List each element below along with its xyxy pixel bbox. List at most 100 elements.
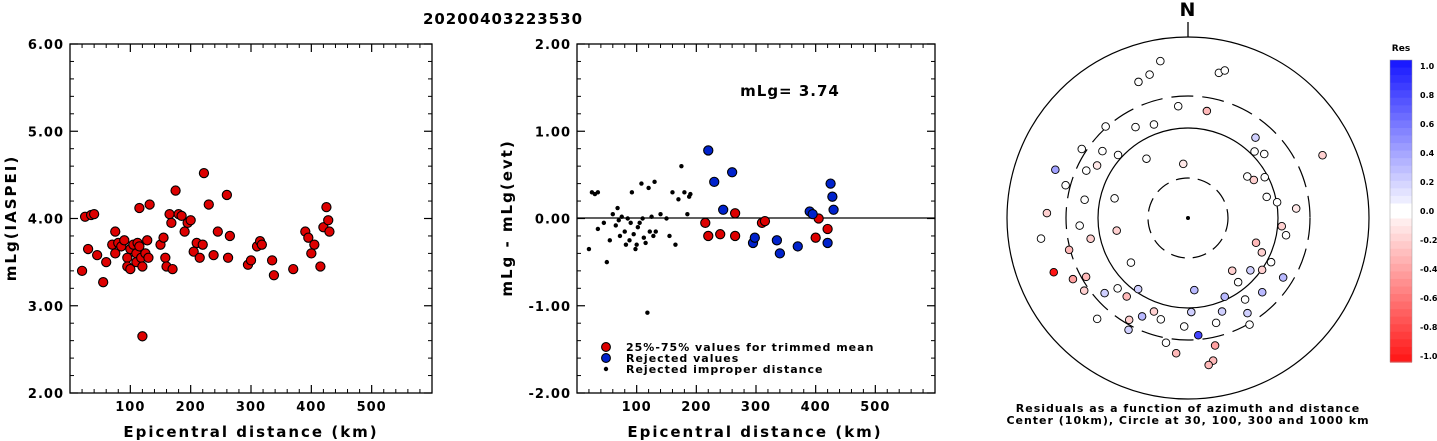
- colorbar-tick-label: 0.0: [1420, 207, 1435, 216]
- data-point: [715, 229, 726, 240]
- residual-point: [1124, 315, 1134, 325]
- colorbar-segment: [1390, 173, 1412, 182]
- data-point: [88, 208, 100, 220]
- data-point-improper: [664, 216, 669, 221]
- colorbar-segment: [1390, 143, 1412, 152]
- x-tick-label: 500: [860, 400, 890, 415]
- data-point: [122, 252, 133, 263]
- residual-point: [1064, 245, 1074, 255]
- residual-point: [1318, 151, 1327, 160]
- residual-point: [1133, 284, 1143, 294]
- residual-point: [1257, 248, 1267, 257]
- data-point: [266, 255, 278, 266]
- colorbar-segment: [1390, 105, 1412, 114]
- data-point: [224, 230, 236, 242]
- data-point-improper: [623, 242, 629, 247]
- data-point: [718, 204, 729, 215]
- residual-point: [1266, 257, 1276, 267]
- residual-point: [1092, 161, 1102, 170]
- residual-point: [1075, 221, 1084, 230]
- colorbar-segment: [1390, 158, 1412, 167]
- data-point: [729, 208, 741, 219]
- data-point: [110, 226, 121, 237]
- residual-point: [1251, 238, 1261, 248]
- data-point: [197, 239, 208, 250]
- data-point: [142, 235, 153, 246]
- colorbar-segment: [1390, 195, 1412, 205]
- data-point: [212, 226, 223, 237]
- ring-30km: [1147, 177, 1229, 259]
- data-point: [774, 248, 786, 259]
- y-axis-label: mLg(IASPEI): [2, 155, 20, 281]
- residual-point: [1156, 56, 1165, 66]
- data-point-improper: [586, 246, 592, 252]
- residual-point: [1145, 70, 1154, 79]
- data-point: [160, 252, 171, 263]
- residual-point: [1278, 273, 1288, 282]
- residual-point: [1049, 267, 1058, 277]
- data-point-improper: [619, 214, 624, 219]
- data-point: [807, 208, 818, 220]
- data-point: [256, 239, 268, 250]
- data-point: [749, 232, 760, 243]
- data-point: [170, 185, 181, 196]
- colorbar: Res 1.0 0.8 0.6 0.4 0.2 0.0 -0.2 -0.4 -0.6 -0.8 -1…: [1389, 44, 1437, 363]
- colorbar-segment: [1390, 278, 1412, 288]
- data-point: [98, 277, 109, 288]
- colorbar-tick-label: 1.0: [1420, 62, 1435, 71]
- residual-point: [1098, 146, 1107, 156]
- data-point-improper: [629, 190, 635, 195]
- data-point: [828, 204, 839, 215]
- colorbar-segment: [1390, 339, 1412, 348]
- data-point: [729, 230, 741, 242]
- colorbar-tick-label: 0.8: [1420, 91, 1435, 100]
- legend: 25%-75% values for trimmed meanRejected …: [601, 341, 873, 376]
- colorbar-segment: [1390, 354, 1412, 363]
- y-axis-label: mLg - mLg(evt): [498, 139, 516, 296]
- residual-point: [1281, 231, 1291, 240]
- y-tick-label: 2.00: [535, 38, 571, 53]
- x-tick-label: 500: [357, 400, 387, 415]
- colorbar-segment: [1390, 211, 1412, 220]
- residual-point: [1249, 175, 1259, 185]
- data-point: [185, 215, 196, 226]
- x-tick-label: 100: [115, 400, 145, 415]
- mlg-annotation: mLg= 3.74: [740, 82, 840, 100]
- data-point-improper: [667, 233, 672, 239]
- data-point-improper: [635, 225, 641, 230]
- data-point-improper: [628, 220, 633, 226]
- data-point: [827, 191, 838, 202]
- data-point: [323, 215, 334, 226]
- data-point-improper: [653, 229, 658, 234]
- residual-point: [1112, 226, 1121, 235]
- x-tick-label: 400: [801, 400, 831, 415]
- data-point: [92, 249, 103, 261]
- y-tick-label: 6.00: [28, 38, 64, 53]
- data-point: [222, 252, 234, 263]
- residual-point: [1092, 314, 1102, 324]
- colorbar-segment: [1390, 67, 1412, 76]
- chart-polar-residuals: N Residuals as a function of azimuth and…: [1006, 0, 1437, 427]
- data-point: [164, 208, 175, 220]
- residual-point: [1204, 360, 1213, 370]
- residual-point: [1251, 133, 1260, 142]
- residual-point: [1036, 234, 1046, 243]
- chart-mlg-residual: 100 200 300 400 500 -2.00 -1.00 0.00 1.00 2.00 mL…: [498, 38, 936, 441]
- data-point: [137, 331, 148, 342]
- colorbar-segment: [1390, 263, 1412, 272]
- colorbar-segment: [1390, 286, 1412, 295]
- data-point: [203, 199, 214, 210]
- chart-mlg-iaspei: 100 200 300 400 500 2.00 3.00 4.00 5.00 6.00 mLg(…: [2, 38, 433, 441]
- residual-point: [1277, 221, 1287, 231]
- data-point: [810, 232, 821, 243]
- data-point-improper: [651, 233, 656, 239]
- data-point-improper: [631, 232, 636, 237]
- data-point-improper: [595, 226, 601, 232]
- residual-point: [1211, 318, 1221, 328]
- residual-point: [1179, 322, 1189, 331]
- residual-point: [1113, 284, 1122, 293]
- data-point: [324, 226, 335, 237]
- colorbar-segment: [1390, 203, 1412, 212]
- data-point: [158, 232, 169, 243]
- data-point: [709, 176, 720, 188]
